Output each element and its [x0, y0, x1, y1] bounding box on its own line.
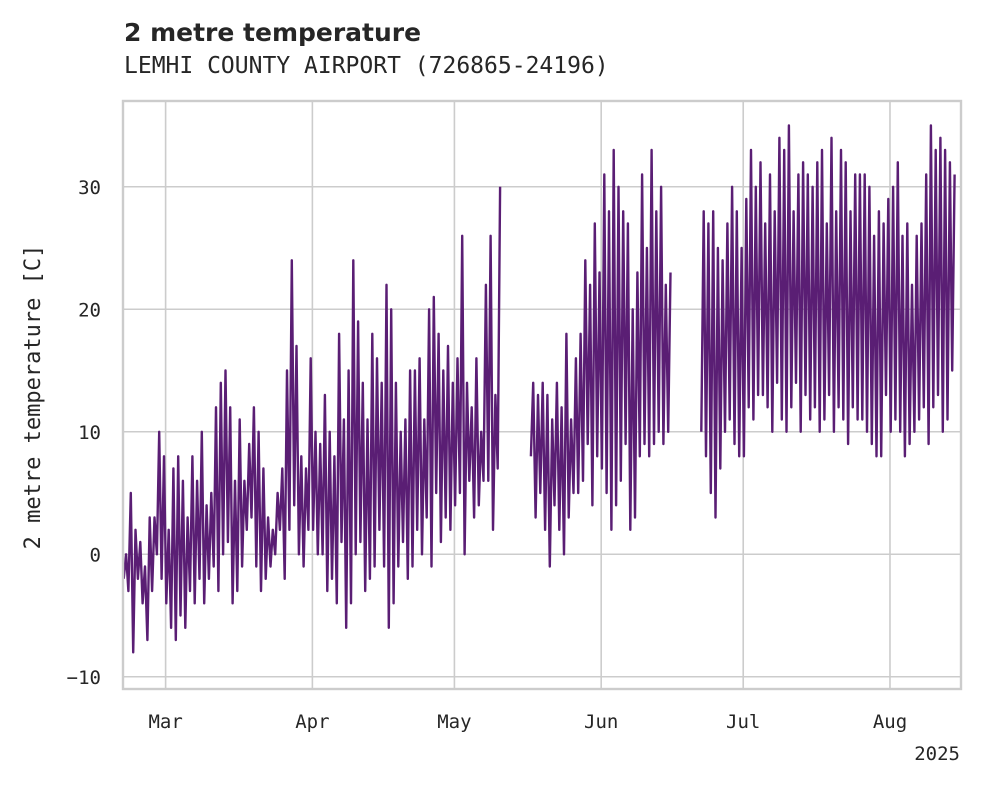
series-line-segment	[529, 148, 672, 568]
y-axis-label: 2 metre temperature [C]	[21, 245, 46, 550]
x-tick-label: Jul	[726, 711, 760, 733]
y-tick-label: 20	[78, 299, 101, 321]
temperature-series	[122, 124, 956, 654]
chart-title: 2 metre temperature	[124, 18, 421, 47]
chart-subtitle: LEMHI COUNTY AIRPORT (726865-24196)	[124, 53, 609, 79]
x-tick-label: Apr	[295, 711, 329, 733]
x-tick-label: May	[437, 711, 471, 733]
x-tick-label: Mar	[148, 711, 182, 733]
x-tick-label: Aug	[873, 711, 907, 733]
y-axis-ticks: −10 0 10 20 30	[67, 177, 101, 689]
series-line-segment	[122, 186, 502, 654]
plot-frame	[121, 99, 963, 691]
y-tick-label: 30	[78, 177, 101, 199]
series-line-segment	[700, 124, 956, 519]
x-axis-year-label: 2025	[914, 743, 960, 765]
x-tick-label: Jun	[584, 711, 618, 733]
x-axis-ticks: Mar Apr May Jun Jul Aug	[148, 711, 907, 733]
y-tick-label: −10	[67, 667, 101, 689]
y-tick-label: 10	[78, 422, 101, 444]
y-tick-label: 0	[90, 544, 101, 566]
